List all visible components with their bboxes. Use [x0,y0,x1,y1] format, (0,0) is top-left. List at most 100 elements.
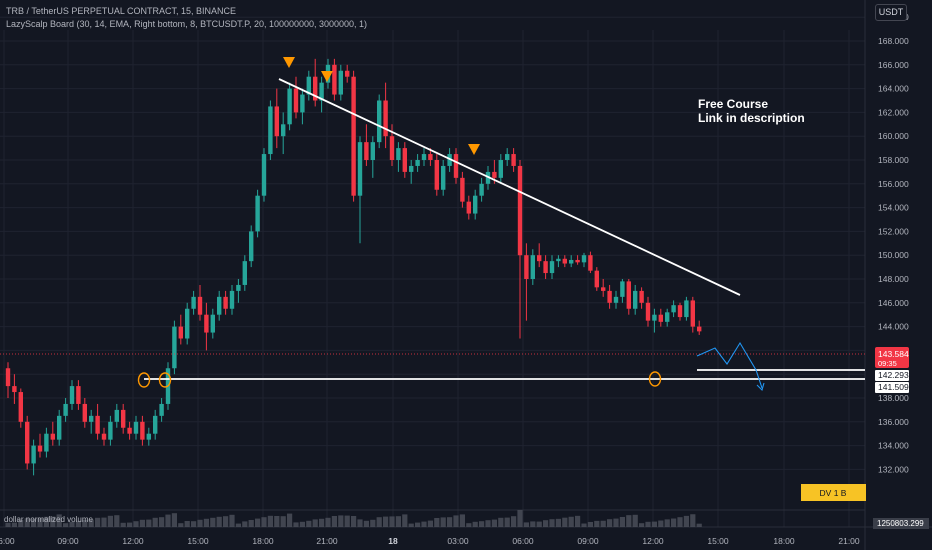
volume-bar [229,514,235,527]
candle-body [665,312,670,322]
candle-body [5,368,11,387]
volume-bar [395,516,401,527]
candle-body [505,154,510,160]
candle-body [677,305,683,318]
y-tick-label: 158.000 [878,155,909,165]
volume-bar [306,520,312,527]
volume-bar [523,522,529,527]
volume-bar [600,520,606,527]
volume-bar [491,519,497,527]
candle-body [428,154,433,160]
volume-value-text: 1250803.299 [877,519,924,528]
touch-circle [158,372,172,388]
candle-body [652,314,657,321]
y-tick-label: 134.000 [878,441,909,451]
candle-body [319,82,324,101]
candle-body [204,314,209,333]
volume-bar [107,515,113,527]
currency-button[interactable]: USDT [875,4,907,21]
y-tick-label: 166.000 [878,60,909,70]
candle-body [255,195,260,232]
candle-body [223,296,228,309]
x-tick-label: 18:00 [773,536,795,546]
candle-body [217,296,222,315]
current-price-text: 143.584 [878,349,909,359]
volume-bar [485,520,491,527]
candle-body [639,290,644,303]
candle-body [95,415,100,434]
volume-bar [56,514,62,527]
volume-bar [651,521,657,527]
volume-bar [530,521,536,527]
volume-bar [363,520,369,527]
y-tick-label: 156.000 [878,179,909,189]
candle-body [197,296,203,315]
candle-body [18,392,23,422]
candle-body [434,160,439,190]
volume-bar [581,523,587,527]
indicator-legend[interactable]: LazyScalp Board (30, 14, EMA, Right bott… [6,19,368,29]
orange-marker [283,57,295,68]
candle-body [626,281,631,309]
volume-bar [88,519,94,527]
resistance-trendline[interactable] [278,78,741,296]
volume-bar [389,516,395,527]
y-tick-label: 144.000 [878,322,909,332]
candle-body [44,433,49,452]
volume-bar [472,521,478,527]
volume-bar [466,523,472,527]
candle-body [562,258,567,264]
candle-body [389,136,395,160]
candle-body [121,409,126,428]
volume-bar [645,521,651,527]
volume-bar [690,514,696,527]
candle-body [357,142,363,196]
y-tick-label: 154.000 [878,203,909,213]
volume-bar [178,523,184,527]
x-tick-label: 15:00 [187,536,209,546]
symbol-title: TRB / TetherUS PERPETUAL CONTRACT, 15, B… [6,6,237,16]
volume-bar [31,518,37,527]
candle-body [396,148,401,160]
dv-badge-text: DV 1 B [820,488,847,498]
candle-body [620,281,625,297]
candle-body [306,76,311,95]
volume-bar [197,519,203,527]
touch-circle [648,371,662,387]
candle-body [530,255,535,279]
candle-body [383,100,388,137]
volume-bar [139,519,145,527]
volume-bar [402,514,408,527]
volume-bar [619,516,625,527]
level-upper-badge [875,370,909,381]
candle-body [12,386,17,393]
candle-body [185,308,190,339]
candle-body [594,270,599,288]
volume-bar [242,521,248,527]
volume-bar [331,516,337,527]
volume-bar [498,517,504,527]
candle-body [69,386,75,404]
volume-bar [216,516,222,527]
candle-body [25,421,30,464]
candle-body [607,290,612,303]
volume-bar [114,515,120,527]
volume-bar [191,521,197,527]
x-tick-label: 18:00 [252,536,274,546]
volume-bar [344,515,350,527]
annotation-line-2: Link in description [698,111,805,125]
projection-arrowhead [756,382,765,392]
y-tick-label: 164.000 [878,84,909,94]
candle-body [242,261,247,285]
candle-body [364,142,369,160]
y-tick-label: 148.000 [878,274,909,284]
volume-bar [152,517,158,527]
volume-bar [434,518,440,527]
volume-bar [370,519,376,527]
candle-body [146,433,151,440]
candle-body [37,445,43,452]
candle-body [409,165,414,172]
volume-bar [43,516,49,527]
